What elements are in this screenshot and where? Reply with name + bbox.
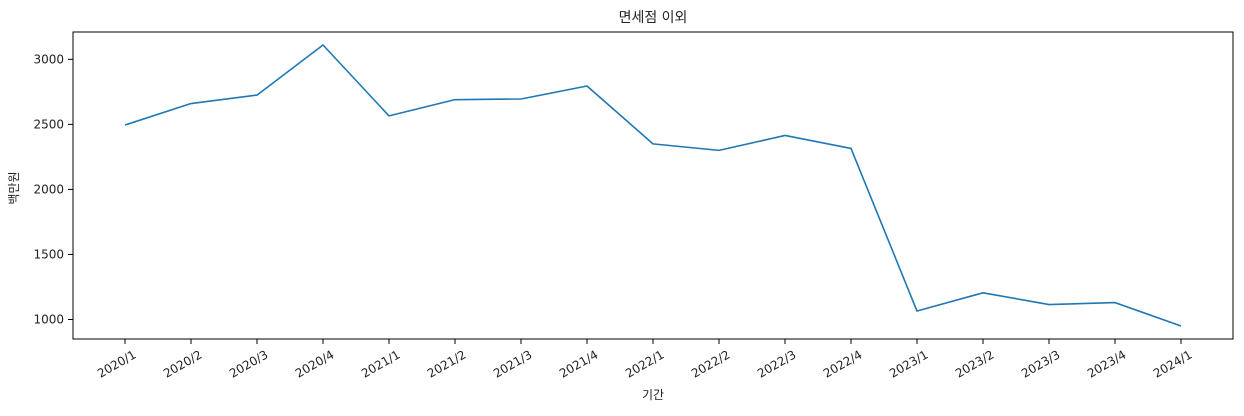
- y-tick-label: 1000: [33, 312, 64, 326]
- plot-area: [73, 32, 1233, 339]
- x-tick-label: 2023/3: [1019, 347, 1063, 380]
- x-tick-label: 2020/4: [293, 347, 337, 380]
- x-tick-label: 2023/2: [953, 347, 997, 380]
- y-tick-label: 1500: [33, 247, 64, 261]
- chart-title: 면세점 이외: [619, 10, 688, 26]
- x-tick-label: 2022/1: [623, 347, 667, 380]
- x-tick-label: 2020/1: [95, 347, 139, 380]
- y-axis: 1000 1500 2000 2500 3000: [33, 52, 73, 326]
- y-tick-label: 2500: [33, 117, 64, 131]
- x-tick-label: 2023/1: [887, 347, 931, 380]
- y-axis-title: 백만원: [7, 171, 21, 204]
- x-tick-label: 2024/1: [1151, 347, 1195, 380]
- series-line-0: [125, 45, 1181, 326]
- x-tick-label: 2022/2: [689, 347, 733, 380]
- x-axis: 2020/1 2020/2 2020/3 2020/4 2021/1 2021/2 2021…: [95, 339, 1195, 381]
- series-layer: [125, 45, 1181, 326]
- x-tick-label: 2022/4: [821, 347, 865, 380]
- x-axis-title: 기간: [642, 388, 664, 402]
- x-tick-label: 2020/3: [227, 347, 271, 380]
- x-tick-label: 2020/2: [161, 347, 205, 380]
- x-tick-label: 2021/4: [557, 347, 601, 380]
- y-tick-label: 3000: [33, 52, 64, 66]
- x-tick-label: 2023/4: [1085, 347, 1129, 380]
- y-tick-label: 2000: [33, 182, 64, 196]
- x-tick-label: 2021/3: [491, 347, 535, 380]
- x-tick-label: 2021/1: [359, 347, 403, 380]
- x-tick-label: 2021/2: [425, 347, 469, 380]
- x-tick-label: 2022/3: [755, 347, 799, 380]
